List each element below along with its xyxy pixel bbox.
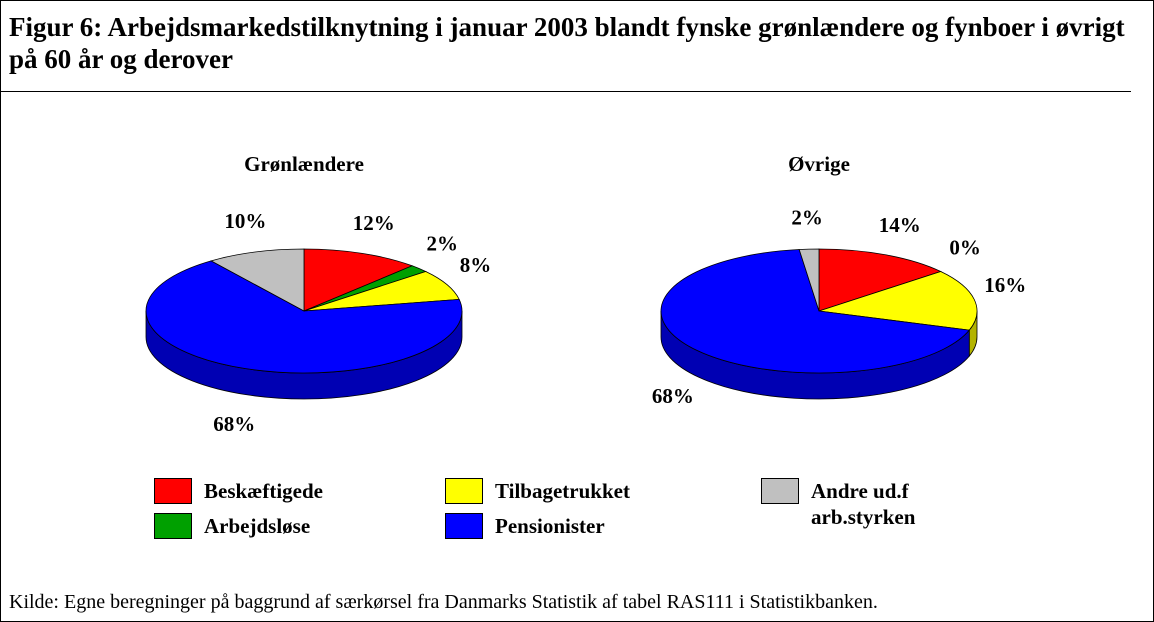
legend-swatch [445, 513, 483, 539]
legend-item: Beskæftigede [154, 478, 364, 504]
data-label: 12% [353, 211, 395, 235]
pie-slice [818, 271, 978, 331]
legend-item: Pensionister [445, 513, 655, 539]
pie-slice [210, 248, 305, 312]
legend-swatch [761, 478, 799, 504]
pie-slice [145, 260, 463, 374]
legend-item: Andre ud.f arb.styrken [761, 478, 951, 530]
data-label: 10% [224, 209, 266, 233]
legend-item: Arbejdsløse [154, 513, 364, 539]
legend-item: Tilbagetrukket [445, 478, 655, 504]
data-label: 68% [652, 384, 694, 408]
pie-slice [798, 248, 820, 312]
legend-label: Tilbagetrukket [495, 479, 630, 503]
legend-swatch [154, 513, 192, 539]
pie-slice [660, 249, 971, 374]
legend-label: Pensionister [495, 514, 605, 538]
pie-slice [818, 248, 942, 312]
data-label: 0% [949, 235, 981, 259]
data-label: 2% [426, 232, 458, 256]
figure-title: Figur 6: Arbejdsmarkedstilknytning i jan… [1, 1, 1131, 92]
legend-label: Arbejdsløse [204, 514, 311, 538]
legend-label: Andre ud.f arb.styrken [811, 479, 916, 529]
pie-title: Øvrige [788, 152, 850, 176]
data-label: 14% [879, 213, 921, 237]
data-label: 16% [984, 273, 1026, 297]
source-note: Kilde: Egne beregninger på baggrund af s… [9, 591, 878, 613]
pie-slice [303, 248, 414, 312]
data-label: 8% [460, 253, 492, 277]
legend-swatch [154, 478, 192, 504]
data-label: 2% [791, 205, 823, 229]
data-label: 68% [213, 412, 255, 436]
pie-title: Grønlændere [244, 152, 364, 176]
legend-swatch [445, 478, 483, 504]
legend-label: Beskæftigede [204, 479, 323, 503]
